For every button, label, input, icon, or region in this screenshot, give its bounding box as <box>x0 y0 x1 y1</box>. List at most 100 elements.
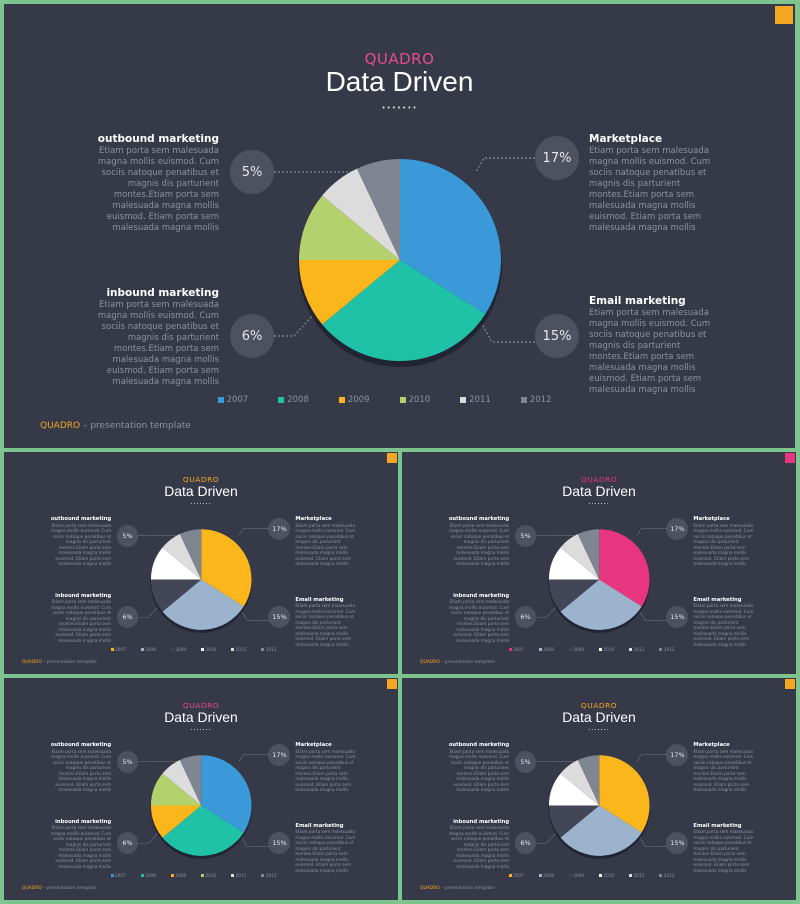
text-block-title: Email marketing <box>295 596 344 603</box>
legend-item: 2012 <box>659 872 675 878</box>
text-block-body: Etiam porta sem malesuada magna mollis e… <box>295 603 356 647</box>
brand-label: QUADRO <box>182 700 220 710</box>
percent-badge-marketplace: 17% <box>268 517 291 540</box>
text-block-body: Etiam porta sem malesuada magna mollis e… <box>97 300 219 387</box>
chart-legend: 2007 2008 2009 2010 2011 2012 <box>4 647 398 652</box>
title-divider-dots: ••••••• <box>588 727 610 732</box>
legend-item: 2009 <box>338 395 370 405</box>
percent-badge-email: 15% <box>268 606 291 629</box>
pie-slice-2007 <box>400 159 502 315</box>
text-block-title: Email marketing <box>693 596 742 603</box>
legend-label: 2011 <box>633 646 645 652</box>
text-block-body: Etiam porta sem malesuada magna mollis e… <box>693 522 754 567</box>
footer-text: presentation template <box>90 421 191 431</box>
legend-label: 2008 <box>543 646 554 652</box>
legend-label: 2009 <box>573 872 585 878</box>
text-block-body: Etiam porta sem malesuada magna mollis e… <box>295 522 356 567</box>
text-block-title: Email marketing <box>589 295 686 307</box>
chart-legend: 2007 2008 2009 2010 2011 2012 <box>4 395 795 405</box>
legend-label: 2010 <box>205 646 217 652</box>
pie-slice-2012 <box>179 755 202 806</box>
footer-brand: QUADRO <box>21 659 42 665</box>
percent-badge-inbound: 6% <box>514 832 537 855</box>
connector-line <box>241 837 269 847</box>
slide-1: QUADRO Data Driven ••••••• outbound marketi… <box>4 4 795 448</box>
text-block-title: outbound marketing <box>448 742 510 749</box>
legend-swatch <box>599 873 602 877</box>
footer: QUADRO – presentation template <box>40 421 191 431</box>
percent-badge-outbound: 5% <box>230 150 274 194</box>
text-block-marketplace: Marketplace Etiam porta sem malesuada mag… <box>693 742 763 792</box>
legend-item: 2007 <box>110 646 126 652</box>
pie-slice-2011 <box>162 759 202 806</box>
legend-item: 2007 <box>508 873 524 878</box>
percent-badge-outbound: 5% <box>514 524 537 547</box>
legend-item: 2010 <box>201 873 216 878</box>
text-block-title: inbound marketing <box>55 592 112 599</box>
text-block-title: inbound marketing <box>453 592 510 599</box>
legend-label: 2011 <box>235 646 247 652</box>
legend-item: 2012 <box>659 646 675 652</box>
percent-badge-outbound: 5% <box>116 524 139 547</box>
legend-swatch <box>520 397 527 403</box>
legend-item: 2007 <box>217 395 248 405</box>
footer-separator: – <box>439 659 445 665</box>
legend-label: 2012 <box>529 395 552 405</box>
legend-swatch <box>338 397 345 403</box>
connector-line <box>639 611 667 621</box>
legend-item: 2009 <box>170 873 186 878</box>
pie-slice-2008 <box>560 805 642 856</box>
legend-item: 2009 <box>568 872 585 878</box>
slide-2: QUADRO Data Driven ••••••• outbound marketi… <box>4 452 398 674</box>
footer-brand: QUADRO <box>419 659 440 665</box>
connector-line <box>238 754 269 762</box>
legend-swatch <box>261 647 265 651</box>
percent-badge-marketplace: 17% <box>666 517 689 540</box>
pie-slice-2011 <box>322 168 400 260</box>
slide-5: QUADRO Data Driven ••••••• outbound marketi… <box>402 678 796 900</box>
brand-label: QUADRO <box>580 700 618 710</box>
legend-item: 2009 <box>568 647 584 652</box>
text-block-title: inbound marketing <box>106 287 219 299</box>
legend-item: 2012 <box>261 647 277 652</box>
text-block-title: Marketplace <box>693 516 730 523</box>
legend-label: 2010 <box>603 646 615 652</box>
title-divider-dots: ••••••• <box>588 501 610 506</box>
legend-swatch <box>110 647 114 651</box>
percent-badge-inbound: 6% <box>230 314 274 358</box>
footer: QUADRO – presentation template <box>22 886 97 891</box>
text-block-inbound: inbound marketing Etiam porta sem malesua… <box>41 593 111 643</box>
legend-label: 2011 <box>235 872 247 878</box>
pie-chart <box>138 528 269 633</box>
pie-slice-2009 <box>299 260 400 325</box>
legend-label: 2010 <box>603 872 615 878</box>
legend-label: 2008 <box>543 872 554 878</box>
brand-label: QUADRO <box>580 474 618 484</box>
text-block-email: Email marketing Etiam porta sem malesuada… <box>295 597 365 647</box>
pie-slice-2009 <box>548 579 600 612</box>
legend-item: 2011 <box>460 395 491 405</box>
pie-slice-2012 <box>577 755 600 806</box>
connector-line <box>636 528 667 536</box>
legend-swatch <box>599 647 602 651</box>
pie-slice-2012 <box>179 529 202 580</box>
legend-swatch <box>659 647 663 651</box>
legend-label: 2012 <box>663 872 675 878</box>
legend-item: 2011 <box>231 873 246 878</box>
text-block-email: Email marketing Etiam porta sem malesuada… <box>693 597 763 647</box>
pie-slice-2012 <box>577 529 600 580</box>
footer-text: presentation template <box>46 885 97 891</box>
text-block-body: Etiam porta sem malesuada magna mollis e… <box>295 829 356 873</box>
pie-slice-2009 <box>150 579 202 612</box>
legend-label: 2007 <box>115 646 126 652</box>
pie-slice-2007 <box>201 755 252 833</box>
pie-slice-2007 <box>599 529 650 607</box>
footer-brand: QUADRO <box>21 885 42 891</box>
slide-title: Data Driven <box>164 708 238 725</box>
legend-label: 2012 <box>663 646 675 652</box>
chart-legend: 2007 2008 2009 2010 2011 2012 <box>4 873 398 878</box>
text-block-title: inbound marketing <box>453 818 510 825</box>
legend-swatch <box>261 873 265 877</box>
pie-slice-2010 <box>150 773 202 806</box>
legend-swatch <box>110 873 114 877</box>
